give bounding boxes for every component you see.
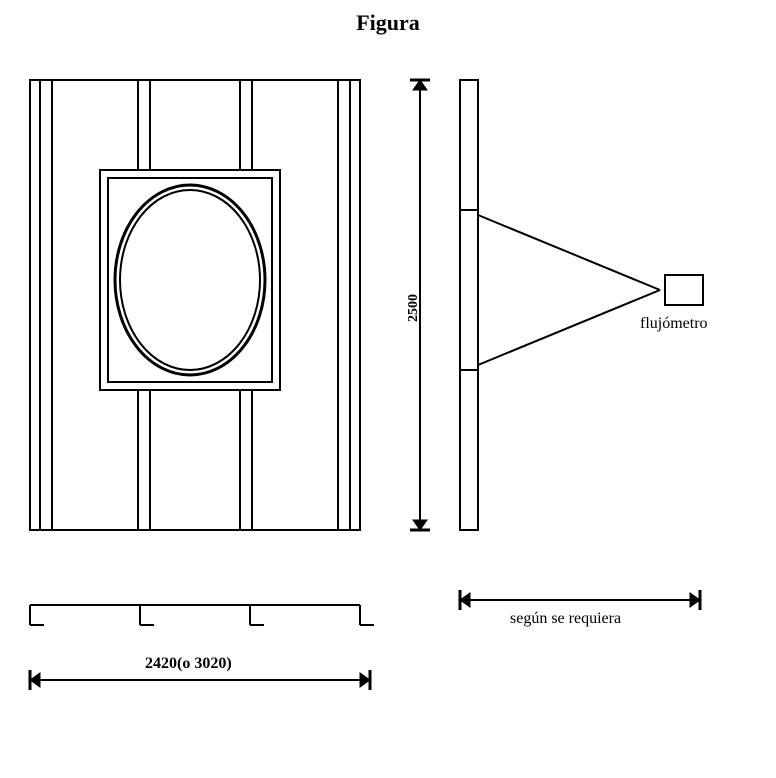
diagram-svg [0,0,776,778]
